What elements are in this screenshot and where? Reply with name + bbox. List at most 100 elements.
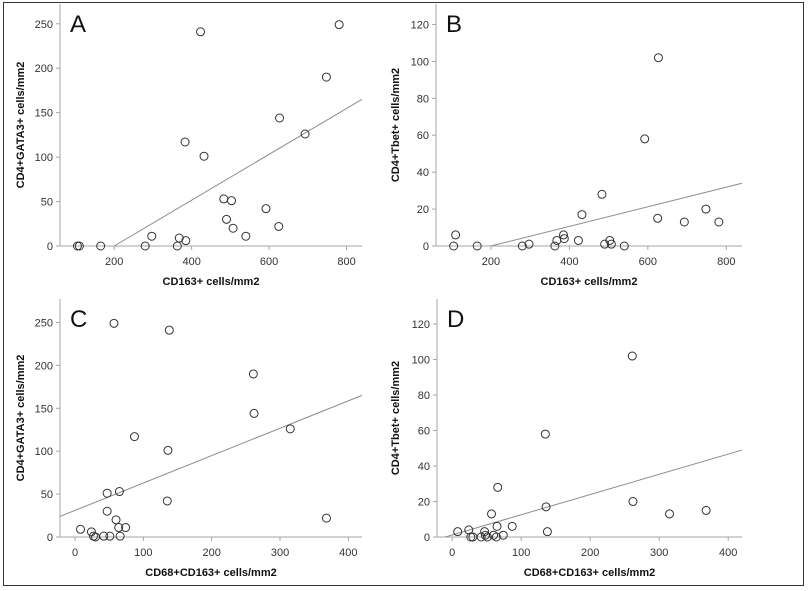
y-axis-title: CD4+Tbet+ cells/mm2 — [390, 361, 402, 475]
data-point — [228, 223, 238, 233]
data-point — [275, 113, 285, 123]
x-axis-title: CD163+ cells/mm2 — [163, 276, 260, 288]
data-point — [640, 134, 650, 144]
data-point — [665, 509, 675, 519]
figure-frame — [3, 2, 804, 586]
x-tick-label: 0 — [449, 547, 455, 559]
data-point — [164, 325, 174, 335]
data-point — [491, 532, 501, 542]
data-point — [102, 506, 112, 516]
data-point — [449, 241, 459, 251]
y-tick-label: 250 — [35, 317, 53, 329]
data-point — [300, 129, 310, 139]
x-axis-title: CD68+CD163+ cells/mm2 — [145, 567, 276, 579]
panel-letter: C — [70, 306, 87, 333]
data-point — [111, 515, 121, 525]
panel-letter: B — [446, 11, 462, 38]
data-point — [552, 235, 562, 245]
panel-c: 0 50 100 150 200 250 0 100 200 300 400 CD68+CD163+ … — [15, 299, 363, 579]
y-tick-label: 0 — [47, 532, 53, 544]
data-point — [606, 239, 616, 249]
data-point — [248, 369, 258, 379]
y-tick-label: 100 — [411, 56, 429, 68]
data-point — [493, 482, 503, 492]
y-tick-label: 150 — [35, 403, 53, 415]
y-tick-label: 120 — [412, 319, 430, 331]
y-tick-label: 20 — [417, 204, 429, 216]
data-point — [487, 509, 497, 519]
data-point — [451, 230, 461, 240]
y-axis-title: CD4+GATA3+ cells/mm2 — [15, 62, 27, 189]
data-point — [492, 521, 502, 531]
regression-line — [113, 98, 363, 247]
data-point — [559, 234, 569, 244]
data-point — [577, 210, 587, 220]
data-point — [517, 241, 527, 251]
x-tick-label: 400 — [719, 547, 737, 559]
data-point — [472, 241, 482, 251]
data-point — [74, 241, 84, 251]
data-point — [114, 487, 124, 497]
y-tick-label: 50 — [41, 489, 53, 501]
y-tick-label: 60 — [418, 426, 430, 438]
x-tick-label: 200 — [482, 256, 500, 268]
y-tick-label: 80 — [418, 390, 430, 402]
y-tick-label: 200 — [35, 360, 53, 372]
y-tick-label: 120 — [411, 19, 429, 31]
data-point — [466, 532, 476, 542]
data-point — [334, 20, 344, 30]
data-point — [489, 530, 499, 540]
data-point — [559, 230, 568, 240]
data-point — [507, 521, 517, 531]
x-tick-label: 100 — [512, 547, 530, 559]
data-point — [453, 527, 463, 537]
data-point — [261, 204, 271, 214]
y-tick-label: 40 — [417, 167, 429, 179]
y-tick-label: 250 — [35, 19, 53, 31]
panel-d: 0 20 40 60 80 100 120 0 100 200 300 400 CD68+CD163+ … — [390, 299, 743, 579]
data-point — [162, 496, 172, 506]
y-axis-title: CD4+GATA3+ cells/mm2 — [15, 355, 27, 482]
data-point — [321, 72, 331, 82]
data-point — [99, 531, 109, 541]
y-tick-label: 50 — [41, 197, 53, 209]
y-axis-title: CD4+Tbet+ cells/mm2 — [390, 68, 402, 182]
regression-line — [490, 182, 743, 247]
data-point — [96, 241, 106, 251]
data-point — [121, 523, 131, 533]
x-tick-label: 600 — [639, 256, 657, 268]
data-point — [321, 513, 331, 523]
y-tick-label: 100 — [35, 152, 53, 164]
y-tick-label: 80 — [417, 93, 429, 105]
panel-letter: A — [70, 11, 86, 38]
panel-letter: D — [447, 306, 464, 333]
y-tick-label: 0 — [47, 241, 53, 253]
data-point — [105, 531, 115, 541]
data-point — [573, 235, 583, 245]
data-point — [114, 523, 124, 533]
data-point — [701, 505, 711, 515]
data-point — [140, 241, 150, 251]
data-point — [597, 189, 607, 199]
data-point — [196, 27, 206, 37]
regression-line — [445, 449, 743, 538]
data-point — [147, 231, 157, 241]
data-point — [115, 531, 125, 541]
y-tick-label: 20 — [418, 497, 430, 509]
y-tick-label: 100 — [35, 446, 53, 458]
data-point — [653, 213, 663, 223]
x-tick-label: 300 — [271, 547, 289, 559]
data-point — [541, 502, 551, 512]
y-tick-label: 150 — [35, 108, 53, 120]
y-tick-label: 0 — [423, 241, 429, 253]
data-point — [102, 488, 112, 498]
y-tick-label: 0 — [424, 532, 430, 544]
data-point — [627, 351, 637, 361]
data-point — [701, 204, 711, 214]
y-tick-label: 40 — [418, 461, 430, 473]
x-tick-label: 0 — [72, 547, 78, 559]
data-point — [524, 239, 534, 249]
data-point — [219, 194, 229, 204]
data-point — [241, 231, 251, 241]
y-tick-label: 200 — [35, 63, 53, 75]
